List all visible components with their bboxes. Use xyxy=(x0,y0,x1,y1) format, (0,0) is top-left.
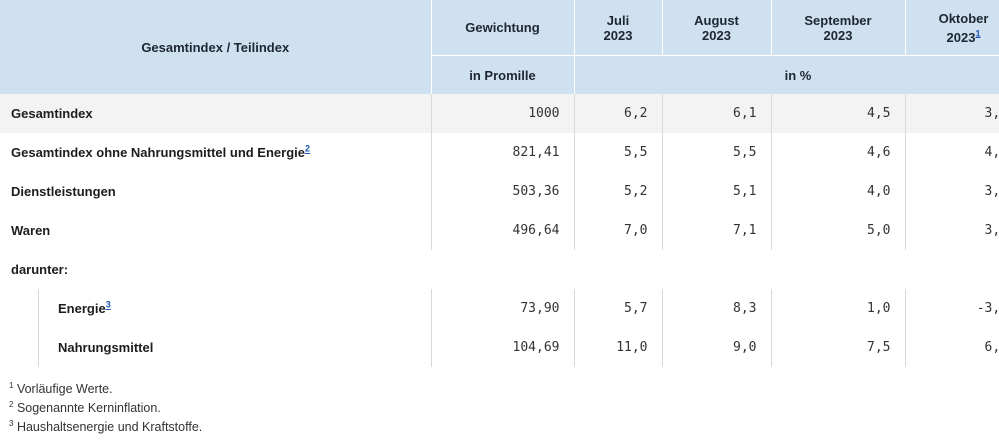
row-value: 6,2 xyxy=(574,94,663,133)
header-month-october: Oktober 20231 xyxy=(905,0,999,56)
month-name: August xyxy=(694,12,739,28)
row-value: 5,0 xyxy=(771,211,906,250)
row-weight: 104,69 xyxy=(431,328,575,367)
table-row: Waren 496,64 7,0 7,1 5,0 3,6 xyxy=(0,211,999,250)
footnote-item: 3 Haushaltsenergie und Kraftstoffe. xyxy=(9,418,202,437)
row-value: 6,1 xyxy=(984,340,999,355)
month-name: Oktober xyxy=(938,10,989,26)
row-value: 4,5 xyxy=(771,94,906,133)
header-weight-column: Gewichtung xyxy=(431,0,575,56)
header-month-july: Juli 2023 xyxy=(574,0,663,56)
row-label: Waren xyxy=(0,211,432,250)
row-label: Nahrungsmittel xyxy=(0,328,432,367)
row-label: Gesamtindex ohne Nahrungsmittel und Ener… xyxy=(11,145,305,160)
month-year: 2023 xyxy=(702,27,731,43)
inflation-table-container: Gesamtindex / Teilindex Gewichtung Juli … xyxy=(0,0,999,367)
footnote-number: 2 xyxy=(9,399,14,409)
empty-cell xyxy=(905,250,999,289)
month-year: 2023 xyxy=(823,27,853,43)
footnote-text: Sogenannte Kerninflation. xyxy=(16,401,161,415)
table-row: Gesamtindex 1000 6,2 6,1 4,5 3,8 xyxy=(0,94,999,133)
row-value: 4,0 xyxy=(771,172,906,211)
row-value: 5,1 xyxy=(662,172,772,211)
row-label-cell: Gesamtindex ohne Nahrungsmittel und Ener… xyxy=(0,133,432,172)
row-value: 8,3 xyxy=(662,289,772,328)
header-month-august: August 2023 xyxy=(662,0,772,56)
header-label-column: Gesamtindex / Teilindex xyxy=(0,0,432,94)
row-weight: 503,36 xyxy=(431,172,575,211)
row-weight: 496,64 xyxy=(431,211,575,250)
empty-cell xyxy=(771,250,905,289)
footnote-link-2[interactable]: 2 xyxy=(305,143,311,154)
month-name: Juli xyxy=(606,12,630,28)
inflation-table: Gesamtindex / Teilindex Gewichtung Juli … xyxy=(0,0,999,367)
table-row: Dienstleistungen 503,36 5,2 5,1 4,0 3,9 xyxy=(0,172,999,211)
row-weight: 73,90 xyxy=(431,289,575,328)
row-value: 6,1 xyxy=(662,94,772,133)
footnote-item: 1 Vorläufige Werte. xyxy=(9,380,202,399)
row-label-cell: Energie3 xyxy=(0,289,432,328)
row-value: 1,0 xyxy=(771,289,906,328)
row-label: Energie xyxy=(58,301,106,316)
header-unit-percent: in % xyxy=(574,55,999,94)
header-unit-promille: in Promille xyxy=(431,55,575,94)
empty-cell xyxy=(431,250,574,289)
row-value: 3,8 xyxy=(905,94,999,133)
footnote-text: Haushaltsenergie und Kraftstoffe. xyxy=(16,420,203,434)
row-value: 5,5 xyxy=(574,133,663,172)
row-value: 5,7 xyxy=(574,289,663,328)
empty-cell xyxy=(574,250,662,289)
row-label: Dienstleistungen xyxy=(0,172,432,211)
footnote-link-1[interactable]: 1 xyxy=(975,28,981,39)
footnote-number: 1 xyxy=(9,380,14,390)
row-weight: 1000 xyxy=(431,94,575,133)
darunter-label: darunter: xyxy=(11,262,69,277)
row-value: 4,6 xyxy=(771,133,906,172)
footnotes: 1 Vorläufige Werte. 2 Sogenannte Kerninf… xyxy=(9,380,202,437)
row-value: -3,2 xyxy=(976,301,999,316)
empty-cell xyxy=(662,250,771,289)
row-value: 7,0 xyxy=(574,211,663,250)
table-row: Energie3 73,90 5,7 8,3 1,0 -3,2 xyxy=(0,289,999,328)
table-row: darunter: xyxy=(0,250,999,289)
row-value: 3,6 xyxy=(984,223,999,238)
row-value: 5,2 xyxy=(574,172,663,211)
month-year: 2023 xyxy=(946,29,976,45)
footnote-number: 3 xyxy=(9,418,14,428)
row-value: 9,0 xyxy=(662,328,772,367)
footnote-item: 2 Sogenannte Kerninflation. xyxy=(9,399,202,418)
table-row: Nahrungsmittel 104,69 11,0 9,0 7,5 6,1 xyxy=(0,328,999,367)
footnote-text: Vorläufige Werte. xyxy=(16,382,113,396)
month-name: September xyxy=(804,12,872,28)
row-value: 11,0 xyxy=(574,328,663,367)
row-value: 3,9 xyxy=(984,184,999,199)
row-value: 7,5 xyxy=(771,328,906,367)
row-label: Gesamtindex xyxy=(0,94,432,133)
row-value: 7,1 xyxy=(662,211,772,250)
header-month-september: September 2023 xyxy=(771,0,906,56)
row-value: 4,3 xyxy=(984,145,999,160)
footnote-link-3[interactable]: 3 xyxy=(105,299,111,310)
row-weight: 821,41 xyxy=(431,133,575,172)
table-row: Gesamtindex ohne Nahrungsmittel und Ener… xyxy=(0,133,999,172)
month-year: 2023 xyxy=(603,27,633,43)
row-value: 5,5 xyxy=(662,133,772,172)
